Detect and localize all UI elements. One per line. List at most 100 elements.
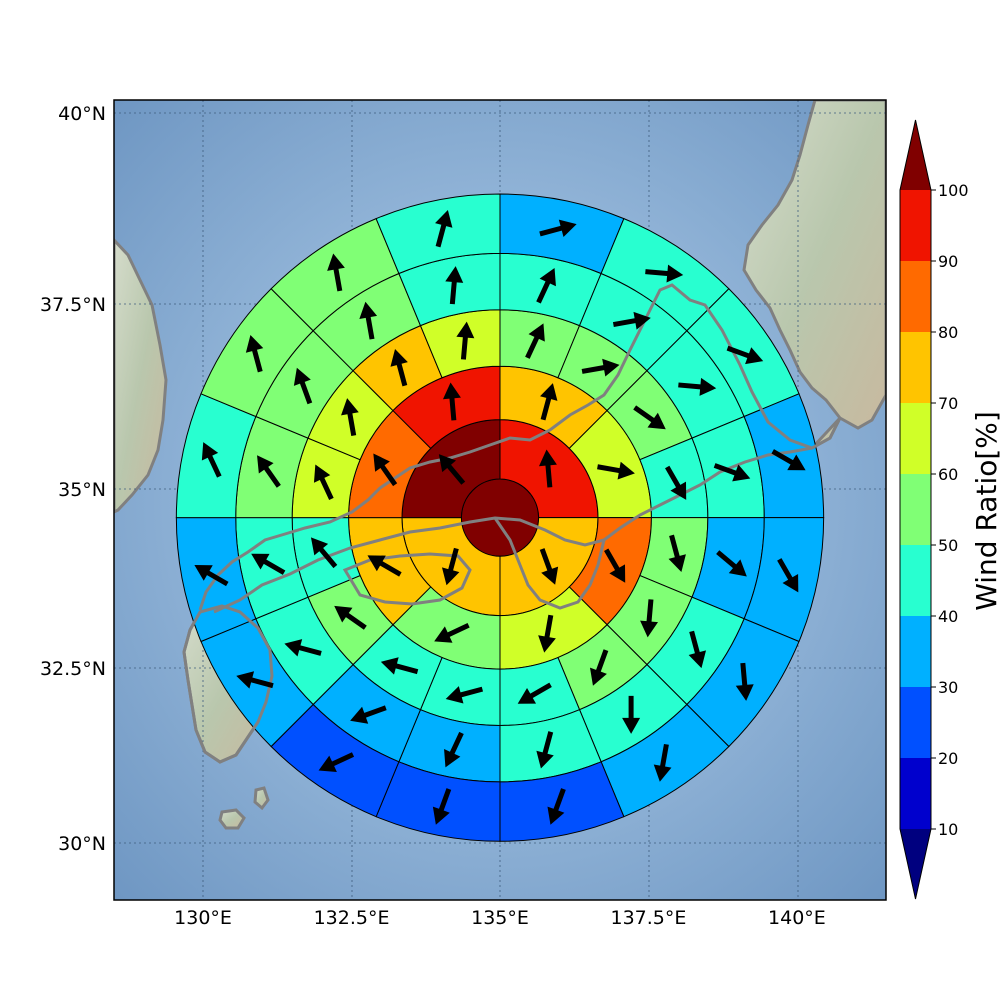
- wind-arrow-ring5-8: [547, 788, 566, 825]
- wind-arrow-ring2-3: [604, 548, 626, 583]
- tanegashima-island: [218, 808, 246, 830]
- colorbar-tick-label: 10: [938, 820, 958, 839]
- wind-arrow-ring3-2: [581, 358, 620, 377]
- wind-arrow-ring3-13: [313, 464, 334, 500]
- wind-direction-arrows: [194, 209, 806, 825]
- wind-arrow-ring5-5: [777, 558, 799, 593]
- colorbar-title: Wind Ratio[%]: [970, 411, 1000, 611]
- wind-arrow-ring4-7: [622, 695, 641, 734]
- colorbar-tick-label: 90: [938, 252, 958, 271]
- wind-arrow-ring4-13: [257, 455, 281, 488]
- wind-arrow-ring3-14: [341, 398, 359, 436]
- latitude-tick-labels: 40°N 37.5°N 35°N 32.5°N 30°N: [40, 103, 106, 855]
- sector-ring5-16: [375, 193, 501, 275]
- wind-arrow-ring5-10: [318, 752, 355, 772]
- shikoku-coastline: [342, 552, 472, 606]
- colorbar-bin-8: [900, 261, 931, 332]
- colorbar-bin-6: [900, 403, 931, 474]
- wind-arrow-ring3-9: [445, 686, 484, 704]
- wind-arrow-ring1-3: [441, 547, 460, 586]
- wind-arrow-ring3-6: [640, 599, 659, 638]
- lat-tick-label: 32.5°N: [40, 658, 106, 680]
- wind-arrow-ring4-6: [688, 630, 707, 669]
- lat-tick-label: 40°N: [58, 103, 106, 125]
- yakushima-island: [253, 786, 270, 811]
- wind-arrow-ring2-7: [373, 453, 398, 487]
- wind-arrow-ring5-15: [327, 253, 345, 292]
- wind-arrow-ring5-11: [236, 671, 274, 689]
- colorbar-tick-label: 80: [938, 323, 958, 342]
- wind-arrow-ring2-4: [538, 614, 556, 653]
- wind-arrow-ring3-7: [589, 649, 609, 686]
- wind-arrow-ring4-3: [678, 377, 717, 396]
- lon-tick-label: 132.5°E: [314, 907, 390, 929]
- wind-arrow-ring4-5: [716, 550, 747, 577]
- wind-arrow-ring1-1: [538, 449, 557, 488]
- colorbar-tick-label: 30: [938, 678, 958, 697]
- longitude-tick-labels: 130°E 132.5°E 135°E 137.5°E 140°E: [174, 907, 826, 929]
- wind-arrow-ring4-11: [284, 639, 322, 657]
- wind-arrow-ring3-10: [380, 657, 419, 675]
- lon-tick-label: 135°E: [471, 907, 529, 929]
- colorbar-tick-label: 100: [938, 181, 969, 200]
- colorbar-tick-label: 50: [938, 536, 958, 555]
- inland-sea-coastline: [213, 446, 813, 614]
- wind-arrow-ring4-14: [293, 367, 313, 405]
- wind-arrow-ring4-2: [612, 311, 651, 330]
- wind-arrow-ring2-6: [367, 555, 402, 577]
- wind-arrow-ring4-8: [536, 731, 554, 769]
- wind-arrow-ring5-4: [771, 449, 806, 471]
- wind-arrow-ring3-5: [668, 534, 686, 573]
- wind-arrow-ring4-12: [251, 553, 286, 575]
- wind-arrow-ring5-2: [645, 264, 684, 283]
- colorbar-bin-1: [900, 758, 931, 829]
- colorbar-tick-label: 70: [938, 394, 958, 413]
- wind-arrow-ring4-1: [536, 267, 556, 304]
- lon-tick-label: 140°E: [768, 907, 826, 929]
- wind-arrow-ring3-1: [525, 323, 545, 359]
- wind-arrow-ring4-4: [713, 463, 751, 482]
- wind-arrow-ring1-4: [438, 454, 466, 485]
- colorbar-tick-label: 20: [938, 749, 958, 768]
- lat-tick-label: 30°N: [58, 833, 106, 855]
- wind-arrow-ring3-11: [334, 605, 367, 630]
- colorbar: 10 20 30 40 50 60 70 80 90 100: [899, 119, 969, 900]
- wind-arrow-ring3-4: [665, 465, 687, 500]
- map-frame: [113, 99, 887, 901]
- wind-arrow-ring2-5: [434, 623, 470, 643]
- honshu-north-landmass: [742, 100, 886, 430]
- wind-arrow-ring2-8: [442, 382, 461, 421]
- colorbar-bin-4: [900, 545, 931, 616]
- lon-tick-label: 137.5°E: [611, 907, 687, 929]
- colorbar-bin-9: [900, 190, 931, 261]
- coastline-overlay: [182, 283, 842, 764]
- wind-arrow-ring4-15: [359, 301, 378, 340]
- kyushu-coastline: [182, 604, 274, 764]
- wind-arrow-ring1-2: [539, 548, 559, 585]
- lat-tick-label: 37.5°N: [40, 294, 106, 316]
- wind-arrow-ring3-15: [390, 348, 408, 387]
- wind-arrow-ring5-16: [435, 209, 453, 248]
- wind-arrow-ring5-6: [735, 662, 754, 701]
- colorbar-over-extension: [900, 120, 931, 190]
- wind-arrow-ring5-14: [245, 334, 264, 373]
- colorbar-bin-5: [900, 474, 931, 545]
- lat-tick-label: 35°N: [58, 479, 106, 501]
- wind-arrow-ring3-3: [633, 405, 666, 430]
- kii-coastline: [493, 517, 606, 610]
- colorbar-bin-2: [900, 687, 931, 758]
- wind-arrow-ring5-12: [194, 565, 229, 587]
- wind-arrow-ring5-7: [653, 743, 672, 782]
- wind-arrow-ring2-2: [597, 461, 635, 480]
- wind-arrow-ring2-1: [540, 383, 558, 421]
- map-panel: [114, 100, 886, 900]
- colorbar-under-extension: [900, 829, 931, 899]
- wind-arrow-ring3-16: [456, 321, 475, 360]
- wind-arrow-ring3-8: [517, 682, 552, 704]
- wind-arrow-ring5-9: [432, 788, 452, 825]
- colorbar-tick-label: 60: [938, 465, 958, 484]
- wind-arrow-ring4-10: [350, 705, 387, 724]
- wind-arrow-ring4-9: [444, 731, 464, 768]
- korea-landmass: [114, 237, 168, 514]
